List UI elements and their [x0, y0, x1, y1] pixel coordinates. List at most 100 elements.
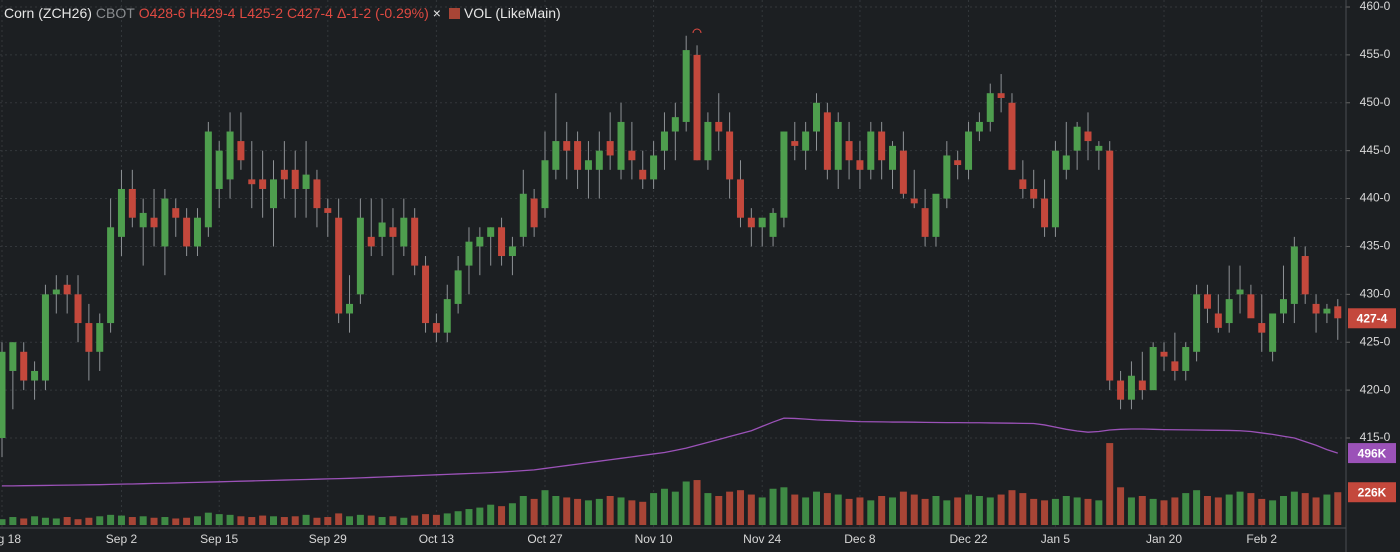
volume-bar — [1290, 491, 1298, 525]
volume-bar — [899, 491, 907, 525]
candle-body — [813, 102, 820, 132]
x-tick-label: Nov 24 — [743, 532, 781, 546]
candle-body — [584, 160, 592, 170]
candle-body — [715, 121, 723, 132]
candle-body — [606, 141, 614, 156]
candle-body — [617, 121, 625, 170]
volume-bar — [660, 488, 668, 525]
volume-bar — [139, 516, 147, 525]
volume-bar — [9, 517, 17, 525]
peak-marker — [692, 28, 702, 34]
volume-bar — [41, 517, 49, 525]
candle-body — [1334, 306, 1342, 319]
volume-bar — [31, 516, 39, 525]
candle-body — [758, 217, 766, 228]
candle-body — [31, 370, 39, 381]
volume-bar — [530, 498, 538, 525]
volume-bar — [237, 516, 245, 525]
candle-body — [1193, 294, 1201, 352]
volume-bar — [834, 494, 842, 525]
candle-body — [878, 131, 886, 161]
volume-bar — [1030, 498, 1038, 525]
candle-body — [1084, 131, 1092, 142]
candle-body — [1258, 323, 1266, 333]
volume-bar — [932, 496, 940, 525]
candle-body — [96, 323, 104, 352]
volume-bar — [1019, 493, 1027, 525]
volume-bar — [693, 480, 701, 525]
candle-body — [726, 131, 734, 180]
candle-body — [769, 212, 777, 237]
volume-bar — [552, 496, 560, 525]
candle-body — [1019, 179, 1027, 189]
volume-bar — [52, 518, 60, 525]
candle-body — [389, 227, 397, 237]
candle-body — [682, 50, 690, 122]
volume-bar — [454, 511, 462, 525]
candle-body — [1106, 150, 1114, 381]
candle-body — [997, 93, 1005, 98]
candle-body — [400, 217, 408, 247]
last-price-box — [1348, 308, 1396, 329]
candle-body — [346, 303, 354, 314]
candle-body — [736, 179, 744, 218]
candle-body — [204, 131, 212, 228]
volume-bar — [845, 498, 853, 525]
x-tick-label: Jan 20 — [1146, 532, 1182, 546]
candle-body — [150, 217, 158, 228]
study-name: VOL (LikeMain) — [463, 5, 561, 21]
volume-bar — [747, 494, 755, 525]
volume-bar — [682, 481, 690, 525]
candle-body — [1041, 198, 1049, 228]
candle-body — [650, 155, 658, 180]
candle-body — [248, 179, 256, 185]
candle-body — [867, 131, 875, 170]
volume-bar — [1008, 490, 1016, 525]
volume-bar — [248, 517, 256, 525]
candle-body — [9, 342, 17, 371]
candle-body — [1203, 294, 1211, 309]
candle-body — [291, 169, 299, 189]
candle-body — [215, 150, 223, 189]
candle-body — [823, 112, 831, 170]
x-tick-label: Dec 8 — [844, 532, 876, 546]
volume-bar — [0, 519, 6, 525]
volume-bar — [443, 513, 451, 525]
open-value: O428-6 — [138, 5, 186, 21]
x-tick-label: Sep 2 — [106, 532, 138, 546]
volume-moving-average — [2, 417, 1338, 487]
volume-bar — [422, 514, 430, 525]
volume-bar — [280, 517, 288, 525]
candle-body — [226, 131, 234, 180]
x-tick-label: Aug 18 — [0, 532, 21, 546]
volume-bar — [595, 498, 603, 525]
volume-bar — [20, 518, 28, 525]
volume-bar — [183, 517, 191, 525]
legend-header: Corn (ZCH26) CBOT O428-6 H429-4 L425-2 C… — [4, 5, 561, 21]
remove-study[interactable]: × — [432, 5, 441, 21]
candle-body — [367, 236, 375, 247]
candle-body — [910, 198, 918, 204]
candle-body — [628, 150, 636, 161]
candle-body — [280, 169, 288, 180]
volume-bar — [378, 517, 386, 525]
volume-bar — [1062, 496, 1070, 525]
candle-body — [671, 117, 679, 132]
candle-body — [747, 217, 755, 228]
candle-body — [498, 227, 506, 257]
volume-bar — [856, 497, 864, 525]
volume-bar — [758, 497, 766, 525]
candle-body — [530, 198, 538, 228]
volume-bar — [943, 500, 951, 525]
volume-bar — [628, 500, 636, 525]
candle-body — [1323, 308, 1331, 314]
candle-body — [856, 160, 864, 170]
volume-bar — [204, 512, 212, 525]
y-tick-label: 450-0 — [1360, 95, 1391, 109]
candle-body — [574, 141, 582, 170]
candle-body — [1214, 313, 1222, 328]
volume-bar — [1051, 498, 1059, 525]
candle-body — [139, 212, 147, 228]
candle-body — [802, 131, 810, 151]
